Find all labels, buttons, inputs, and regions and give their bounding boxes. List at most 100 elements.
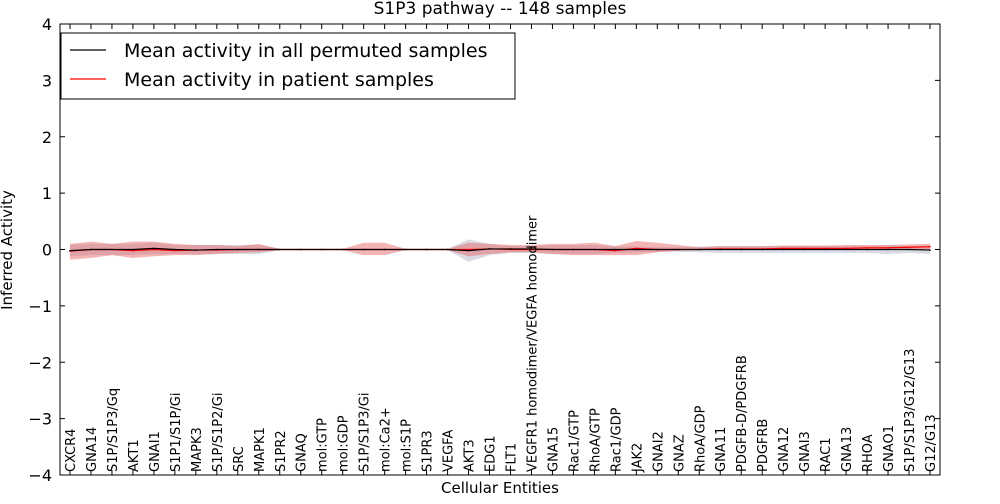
point-permuted-14	[362, 248, 365, 251]
y-tick-label-3: 1	[42, 184, 52, 203]
point-permuted-28	[656, 248, 659, 251]
point-permuted-22	[530, 248, 533, 250]
point-permuted-24	[572, 248, 575, 251]
x-tick-label-29: GNAZ	[672, 434, 687, 472]
point-permuted-37	[845, 248, 847, 251]
point-permuted-18	[446, 248, 449, 251]
x-axis: CXCR4 GNA14 S1P/S1P3/Gq AKT1 GNAI1 S1P1/S1P/G…	[64, 24, 939, 475]
x-tick-label-41: G12/G13	[924, 414, 939, 472]
point-permuted-1	[90, 248, 92, 251]
point-permuted-8	[237, 248, 239, 251]
point-patient-40	[908, 246, 910, 249]
x-tick-label-37: GNA13	[840, 427, 855, 472]
point-permuted-34	[782, 248, 784, 251]
x-axis-label: Cellular Entities	[441, 479, 559, 497]
y-tick-label-4: 0	[42, 241, 52, 260]
chart-title: S1P3 pathway -- 148 samples	[374, 0, 627, 19]
point-permuted-25	[593, 248, 596, 251]
y-tick-label-5: −1	[28, 297, 52, 316]
point-patient-35	[803, 247, 805, 250]
series-line-permuted	[69, 247, 931, 252]
x-tick-label-26: Rac1/GDP	[609, 407, 624, 472]
point-patient-26	[614, 249, 617, 252]
point-patient-27	[635, 247, 638, 250]
point-patient-38	[866, 247, 868, 249]
point-patient-34	[782, 247, 784, 250]
point-permuted-3	[132, 248, 134, 251]
x-tick-label-19: AKT3	[463, 439, 478, 472]
legend-label-permuted: Mean activity in all permuted samples	[124, 40, 487, 62]
x-tick-label-16: mol:S1P	[400, 419, 415, 472]
x-tick-label-6: MAPK3	[190, 427, 205, 472]
y-tick-label-2: 2	[42, 128, 52, 147]
x-tick-label-21: FLT1	[504, 443, 519, 472]
x-tick-label-22: VEGFR1 homodimer/VEGFA homodimer	[525, 215, 540, 472]
point-permuted-9	[257, 248, 260, 251]
point-permuted-23	[551, 248, 554, 251]
point-permuted-30	[698, 248, 701, 251]
x-tick-label-31: GNA11	[714, 427, 729, 472]
x-tick-label-20: EDG1	[484, 435, 499, 472]
point-patient-5	[174, 249, 176, 252]
point-permuted-17	[425, 248, 428, 251]
point-permuted-16	[404, 248, 407, 251]
x-tick-label-27: JAK2	[630, 443, 645, 473]
x-tick-label-32: PDGFB-D/PDGFRB	[735, 355, 750, 472]
point-permuted-10	[278, 248, 281, 251]
y-axis: 4 3 2 1 0 −1 −2 −3 −4	[28, 15, 940, 485]
x-tick-label-23: GNA15	[546, 427, 561, 472]
y-tick-label-0: 4	[42, 15, 52, 34]
legend: Mean activity in all permuted samples Me…	[60, 32, 516, 100]
x-tick-label-24: Rac1/GTP	[567, 410, 582, 472]
band-patient	[70, 241, 930, 260]
point-permuted-15	[383, 248, 386, 251]
x-tick-label-28: GNAI2	[651, 431, 666, 472]
point-patient-36	[824, 247, 826, 250]
x-tick-label-8: SRC	[232, 446, 247, 472]
point-permuted-12	[320, 248, 323, 251]
x-tick-label-17: S1PR3	[421, 430, 436, 472]
x-tick-label-36: RAC1	[819, 437, 834, 472]
point-permuted-33	[761, 248, 763, 251]
point-permuted-7	[216, 248, 218, 251]
legend-box	[60, 32, 516, 100]
point-permuted-26	[614, 248, 617, 251]
point-permuted-2	[111, 248, 113, 251]
point-permuted-38	[866, 248, 868, 251]
x-tick-label-34: GNA12	[777, 427, 792, 472]
point-permuted-41	[929, 249, 931, 251]
x-tick-label-12: mol:GTP	[316, 418, 331, 472]
x-tick-label-18: VEGFA	[442, 430, 457, 472]
point-permuted-21	[509, 248, 512, 250]
legend-label-patient: Mean activity in patient samples	[124, 69, 434, 91]
x-tick-label-39: GNAO1	[882, 425, 897, 472]
x-tick-label-30: RhoA/GDP	[693, 405, 708, 472]
point-patient-39	[887, 247, 889, 249]
x-tick-label-9: MAPK1	[253, 427, 268, 472]
x-tick-label-5: S1P1/S1P/Gi	[169, 393, 184, 472]
point-permuted-20	[488, 248, 491, 250]
y-axis-label: Inferred Activity	[0, 190, 16, 310]
point-permuted-11	[299, 248, 302, 251]
point-permuted-36	[824, 248, 826, 251]
point-permuted-29	[677, 248, 680, 251]
lines-layer	[69, 245, 931, 252]
x-tick-label-35: GNAI3	[798, 431, 813, 472]
point-permuted-13	[341, 248, 344, 251]
x-tick-label-25: RhoA/GTP	[588, 408, 603, 472]
x-tick-label-14: S1P/S1P3/Gi	[358, 393, 373, 472]
x-tick-label-0: CXCR4	[64, 429, 79, 472]
x-tick-label-33: PDGFRB	[756, 419, 771, 472]
point-permuted-19	[467, 249, 470, 252]
point-permuted-27	[635, 248, 638, 251]
point-permuted-6	[195, 249, 197, 251]
x-tick-label-7: S1P/S1P2/Gi	[211, 393, 226, 472]
point-permuted-35	[803, 248, 805, 251]
y-tick-label-8: −4	[28, 466, 52, 485]
point-permuted-4	[153, 247, 155, 250]
y-tick-label-1: 3	[42, 71, 52, 90]
x-tick-label-11: GNAQ	[295, 433, 310, 472]
y-tick-label-6: −2	[28, 353, 52, 372]
point-patient-41	[929, 245, 931, 248]
point-patient-37	[845, 247, 847, 250]
